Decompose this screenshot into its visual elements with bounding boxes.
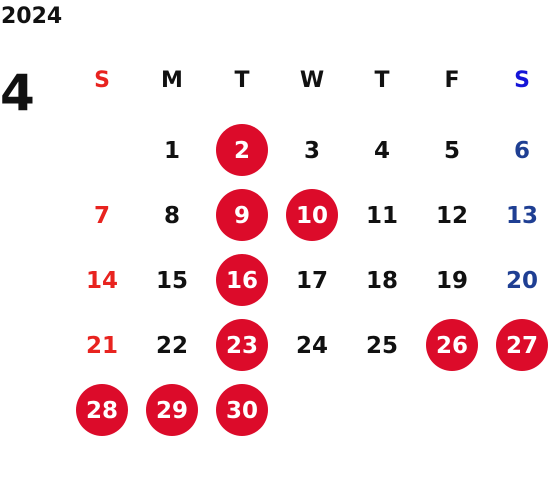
day-cell: 23: [207, 313, 277, 378]
holiday-marker: [76, 384, 128, 436]
holiday-marker: [146, 384, 198, 436]
week-row: 14 15 16 17 18 19 20: [67, 248, 548, 313]
holiday-marker: [426, 319, 478, 371]
day-cell: 19: [435, 267, 468, 294]
weekday-friday: F: [444, 68, 460, 93]
day-cell: 1: [163, 137, 180, 164]
weekday-monday: M: [161, 68, 183, 93]
day-cell: 7: [93, 202, 110, 229]
holiday-marker: [216, 189, 268, 241]
day-cell: 22: [155, 332, 188, 359]
day-cell: 17: [295, 267, 328, 294]
weekday-tuesday: T: [234, 68, 250, 93]
month-label: 4: [0, 64, 35, 122]
holiday-marker: [216, 384, 268, 436]
day-cell: 8: [163, 202, 180, 229]
day-cell: 24: [295, 332, 328, 359]
day-cell: 2: [207, 118, 277, 183]
day-cell: [67, 118, 137, 183]
weekday-sunday: S: [94, 68, 110, 93]
day-cell: 11: [365, 202, 398, 229]
year-label: 2024: [1, 4, 63, 29]
weekday-header: S M T W T F S: [67, 48, 548, 113]
day-cell: [347, 378, 417, 443]
weekday-thursday: T: [374, 68, 390, 93]
day-cell: 26: [417, 313, 487, 378]
week-row: 7 8 9 10 11 12 13: [67, 183, 548, 248]
day-cell: 3: [303, 137, 320, 164]
day-cell: [277, 378, 347, 443]
weekday-saturday: S: [514, 68, 530, 93]
day-cell: 16: [207, 248, 277, 313]
day-cell: 14: [85, 267, 118, 294]
day-cell: [487, 378, 548, 443]
day-cell: 30: [207, 378, 277, 443]
holiday-marker: [216, 254, 268, 306]
day-cell: 9: [207, 183, 277, 248]
weekday-wednesday: W: [299, 68, 325, 93]
day-cell: 4: [373, 137, 390, 164]
day-cell: 18: [365, 267, 398, 294]
day-cell: 28: [67, 378, 137, 443]
holiday-marker: [216, 124, 268, 176]
day-cell: 10: [277, 183, 347, 248]
day-cell: 5: [443, 137, 460, 164]
day-cell: 13: [505, 202, 538, 229]
day-cell: 20: [505, 267, 538, 294]
week-row: 1 2 3 4 5 6: [67, 118, 548, 183]
holiday-marker: [216, 319, 268, 371]
holiday-marker: [496, 319, 548, 371]
day-cell: 27: [487, 313, 548, 378]
day-cell: 29: [137, 378, 207, 443]
day-cell: 21: [85, 332, 118, 359]
week-row: 21 22 23 24 25 26 27: [67, 313, 548, 378]
week-row: 28 29 30: [67, 378, 548, 443]
day-cell: [417, 378, 487, 443]
day-cell: 15: [155, 267, 188, 294]
day-cell: 12: [435, 202, 468, 229]
day-cell: 6: [513, 137, 530, 164]
day-cell: 25: [365, 332, 398, 359]
holiday-marker: [286, 189, 338, 241]
